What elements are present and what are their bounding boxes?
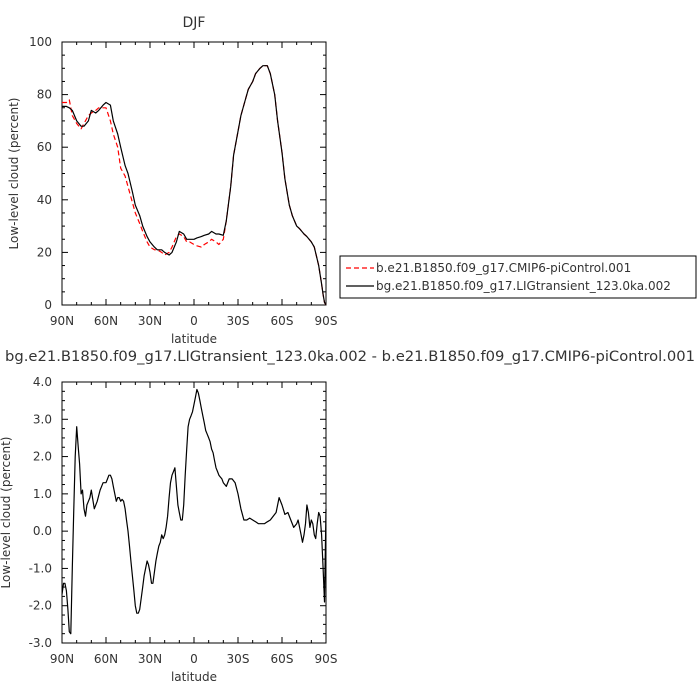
chart1-xtick-label: 60N xyxy=(94,314,118,328)
chart1-ytick-label: 0 xyxy=(44,298,52,312)
chart2-ytick-label: 1.0 xyxy=(33,487,52,501)
chart1-xtick-label: 0 xyxy=(190,314,198,328)
chart1-ytick-label: 100 xyxy=(29,35,52,49)
chart2-xtick-label: 90N xyxy=(50,652,74,666)
chart1-xtick-label: 30N xyxy=(138,314,162,328)
chart2-xlabel: latitude xyxy=(171,670,217,684)
chart1-series-2-line xyxy=(62,65,327,306)
chart2-xtick-label: 60S xyxy=(271,652,294,666)
chart2-title: bg.e21.B1850.f09_g17.LIGtransient_123.0k… xyxy=(5,349,695,365)
chart2-ytick-label: -1.0 xyxy=(29,561,52,575)
chart1-ytick-label: 40 xyxy=(37,193,52,207)
chart1-plot-frame xyxy=(61,41,327,306)
chart1-xtick-label: 90S xyxy=(315,314,338,328)
chart2-series-1-line xyxy=(61,388,327,635)
chart1-ytick-label: 80 xyxy=(37,88,52,102)
chart1-ytick-label: 20 xyxy=(37,245,52,259)
chart2-ytick-label: 4.0 xyxy=(33,375,52,389)
chart1-xtick-label: 30S xyxy=(227,314,250,328)
chart1-xtick-label: 90N xyxy=(50,314,74,328)
chart1-xtick-label: 60S xyxy=(271,314,294,328)
chart2-xtick-label: 0 xyxy=(190,652,198,666)
chart1-legend-label-1: b.e21.B1850.f09_g17.CMIP6-piControl.001 xyxy=(376,261,631,275)
chart1-series-1-line xyxy=(62,65,327,306)
chart2-ylabel: Low-level cloud (percent) xyxy=(0,437,13,589)
chart2-xtick-label: 60N xyxy=(94,652,118,666)
chart2-ytick-label: -2.0 xyxy=(29,599,52,613)
chart1-ytick-label: 60 xyxy=(37,140,52,154)
chart2-ytick-label: 0.0 xyxy=(33,524,52,538)
chart2-xtick-label: 90S xyxy=(315,652,338,666)
chart2-ytick-label: 2.0 xyxy=(33,450,52,464)
chart1-legend-label-2: bg.e21.B1850.f09_g17.LIGtransient_123.0k… xyxy=(376,279,671,293)
chart2-ytick-label: -3.0 xyxy=(29,636,52,650)
chart1-ylabel: Low-level cloud (percent) xyxy=(7,98,21,250)
chart2-ytick-label: 3.0 xyxy=(33,412,52,426)
chart1-title: DJF xyxy=(183,15,206,31)
chart1-xlabel: latitude xyxy=(171,332,217,346)
chart2-xtick-label: 30N xyxy=(138,652,162,666)
chart1-legend-box xyxy=(339,255,697,299)
chart2-plot-frame xyxy=(61,381,327,644)
chart2-xtick-label: 30S xyxy=(227,652,250,666)
